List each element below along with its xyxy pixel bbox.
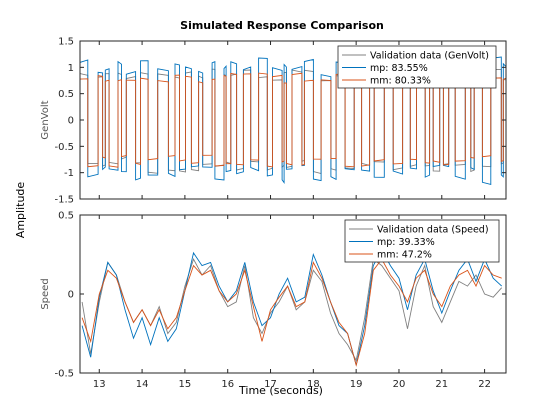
speed-series-2: [81, 258, 502, 367]
common-x-label: Time (seconds): [238, 384, 323, 397]
genvolt-series-2: [80, 72, 506, 168]
speed-xtick-label: 20: [393, 379, 406, 390]
genvolt-y-label: GenVolt: [40, 100, 51, 139]
genvolt-legend-label: mm: 80.33%: [370, 76, 431, 87]
common-y-label: Amplitude: [14, 182, 27, 239]
genvolt-ytick-label: 1.5: [58, 37, 74, 48]
genvolt-legend: Validation data (GenVolt)mp: 83.55% mm: 8…: [337, 45, 497, 89]
chart-title: Simulated Response Comparison: [180, 19, 384, 32]
genvolt-ytick-label: -0.5: [54, 142, 74, 153]
speed-legend: Validation data (Speed)mp: 39.33% mm: 47.…: [344, 219, 500, 263]
genvolt-ytick-label: 0.5: [58, 89, 74, 100]
speed-legend-label: Validation data (Speed): [377, 225, 489, 236]
speed-y-label: Speed: [40, 278, 51, 309]
speed-xtick-label: 17: [264, 379, 277, 390]
genvolt-ytick-label: -1.5: [54, 195, 74, 206]
speed-subplot: -0.5 0 0.5 13 14 15 16 17 18 19 20 21 22 Speed Vali…: [40, 211, 507, 390]
speed-legend-label: mp: 39.33%: [377, 237, 435, 248]
speed-xtick-label: 18: [307, 379, 320, 390]
speed-ytick-label: 0: [68, 290, 74, 301]
genvolt-ytick-label: 0: [68, 116, 74, 127]
genvolt-ytick-label: 1: [68, 63, 74, 74]
speed-ytick-label: -0.5: [54, 369, 74, 380]
speed-legend-label: mm: 47.2%: [377, 250, 432, 261]
speed-series-1: [81, 248, 503, 366]
speed-xtick-label: 21: [435, 379, 448, 390]
genvolt-ytick-label: -1: [64, 168, 74, 179]
speed-xtick-label: 15: [179, 379, 192, 390]
speed-xtick-label: 13: [93, 379, 106, 390]
speed-xtick-label: 14: [136, 379, 149, 390]
genvolt-legend-label: Validation data (GenVolt): [370, 51, 489, 62]
speed-xtick-label: 22: [478, 379, 491, 390]
genvolt-subplot: -1.5 -1 -0.5 0 0.5 1 1.5 GenVolt Validation da…: [40, 37, 507, 206]
speed-ytick-label: 0.5: [58, 211, 74, 222]
speed-xtick-label: 19: [350, 379, 363, 390]
genvolt-legend-label: mp: 83.55%: [370, 63, 428, 74]
speed-xtick-label: 16: [221, 379, 234, 390]
